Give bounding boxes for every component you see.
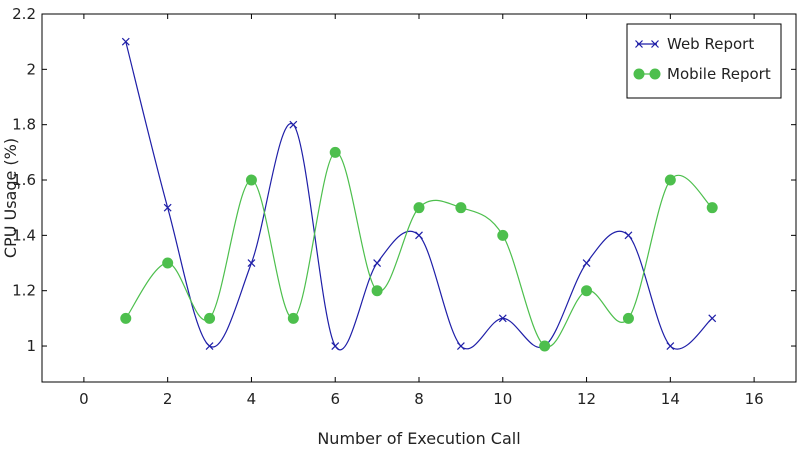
data-point — [539, 340, 551, 352]
x-tick-label: 2 — [163, 390, 173, 408]
data-point — [247, 259, 256, 267]
y-tick-label: 1.8 — [12, 116, 36, 134]
legend-marker — [633, 68, 645, 80]
x-tick-label: 10 — [493, 390, 512, 408]
data-point — [120, 312, 132, 324]
legend-marker — [649, 68, 661, 80]
marker-stroke — [373, 259, 382, 267]
y-tick-label: 1.4 — [12, 226, 36, 244]
data-point — [331, 342, 340, 350]
axes-layer: 0 2 4 6 8 10 12 14 16 1 1.2 1.4 1.6 1.8 2 2.2 — [12, 5, 797, 408]
data-point — [205, 342, 214, 350]
series-mobile-report — [120, 146, 718, 352]
x-tick-label: 8 — [414, 390, 424, 408]
data-point — [162, 257, 174, 269]
y-tick-label: 2 — [26, 60, 36, 78]
x-tick-label: 4 — [247, 390, 257, 408]
data-point — [245, 174, 257, 186]
y-tick-label: 1.6 — [12, 171, 36, 189]
marker-stroke — [498, 314, 507, 323]
marker-stroke — [415, 231, 423, 240]
data-point — [163, 203, 172, 212]
x-tick-label: 6 — [330, 390, 340, 408]
legend-entry: Mobile Report — [633, 65, 771, 83]
marker-stroke — [708, 314, 717, 323]
data-point — [622, 312, 634, 324]
data-point — [415, 231, 423, 240]
legend-label: Web Report — [667, 35, 754, 53]
x-tick-label: 16 — [745, 390, 764, 408]
series-layer — [120, 37, 718, 352]
data-point — [455, 202, 467, 214]
data-point — [329, 146, 341, 158]
legend-box — [626, 23, 782, 99]
marker-stroke — [651, 40, 659, 48]
data-point — [582, 259, 591, 267]
x-tick-label: 12 — [577, 390, 596, 408]
legend-marker — [635, 40, 643, 48]
data-point — [666, 342, 675, 350]
marker-stroke — [582, 259, 591, 267]
data-point — [204, 312, 216, 324]
data-point — [498, 314, 507, 323]
series-line — [125, 151, 713, 348]
data-point — [456, 342, 465, 350]
marker-stroke — [456, 342, 465, 350]
data-point — [624, 231, 633, 240]
marker-stroke — [624, 231, 633, 240]
x-tick-label: 14 — [661, 390, 680, 408]
data-point — [706, 202, 718, 214]
data-point — [289, 120, 298, 129]
y-tick-label: 1.2 — [12, 282, 36, 300]
marker-stroke — [289, 120, 298, 129]
marker-stroke — [666, 342, 675, 350]
marker-stroke — [247, 259, 256, 267]
data-point — [121, 37, 130, 46]
series-line — [125, 41, 713, 351]
y-tick-label: 2.2 — [12, 5, 36, 23]
legend-label: Mobile Report — [667, 65, 771, 83]
legend-marker — [651, 40, 659, 48]
data-point — [371, 285, 383, 297]
y-tick-label: 1 — [26, 337, 36, 355]
legend-entry: Web Report — [635, 35, 754, 53]
x-tick-label: 0 — [79, 390, 89, 408]
x-axis-title: Number of Execution Call — [317, 429, 520, 448]
data-point — [581, 285, 593, 297]
marker-stroke — [331, 342, 340, 350]
marker-stroke — [121, 37, 130, 46]
data-point — [497, 229, 509, 241]
marker-stroke — [163, 203, 172, 212]
data-point — [287, 312, 299, 324]
legend: Web Report Mobile Report — [626, 23, 782, 99]
data-point — [413, 202, 425, 214]
marker-stroke — [205, 342, 214, 350]
data-point — [664, 174, 676, 186]
y-axis-title: CPU Usage (%) — [1, 138, 20, 258]
data-point — [373, 259, 382, 267]
data-point — [708, 314, 717, 323]
marker-stroke — [635, 40, 643, 48]
